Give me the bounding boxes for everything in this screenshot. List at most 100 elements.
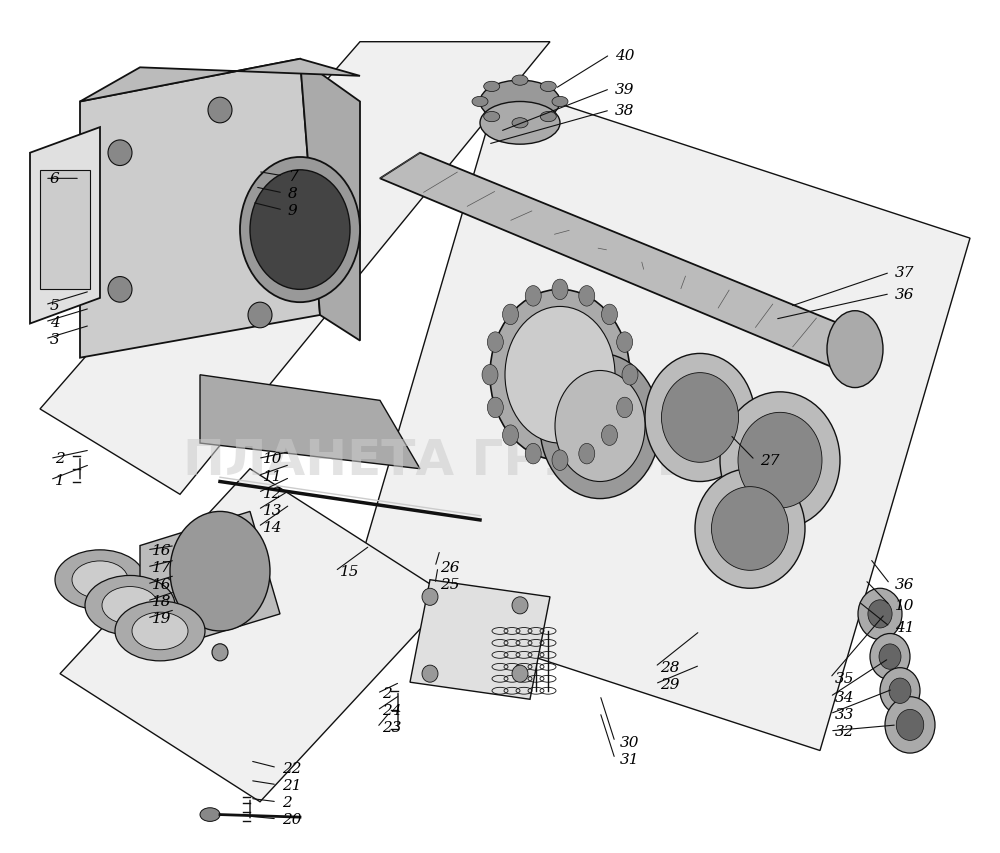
Ellipse shape	[879, 644, 901, 670]
Text: 26: 26	[440, 560, 460, 574]
Text: 13: 13	[263, 503, 283, 517]
Ellipse shape	[622, 365, 638, 386]
Text: 32: 32	[835, 724, 854, 738]
Ellipse shape	[645, 354, 755, 482]
Ellipse shape	[552, 450, 568, 471]
Ellipse shape	[108, 141, 132, 166]
Ellipse shape	[250, 171, 350, 290]
Ellipse shape	[115, 601, 205, 661]
Text: 6: 6	[50, 172, 60, 186]
Ellipse shape	[200, 808, 220, 821]
Text: 29: 29	[660, 677, 680, 691]
Text: 38: 38	[615, 104, 635, 118]
Text: 36: 36	[895, 577, 914, 591]
Ellipse shape	[480, 81, 560, 124]
Text: 15: 15	[340, 565, 360, 578]
Text: 11: 11	[263, 469, 283, 483]
Ellipse shape	[240, 158, 360, 303]
Ellipse shape	[512, 119, 528, 129]
Polygon shape	[200, 375, 420, 469]
Polygon shape	[60, 469, 450, 802]
Ellipse shape	[827, 311, 883, 388]
Text: 2: 2	[382, 687, 392, 700]
Text: 9: 9	[288, 204, 298, 218]
Text: 14: 14	[263, 520, 283, 534]
Polygon shape	[80, 60, 360, 102]
Text: 18: 18	[152, 595, 172, 608]
Text: 4: 4	[50, 316, 60, 329]
Text: 22: 22	[282, 761, 302, 775]
FancyBboxPatch shape	[40, 171, 90, 290]
Ellipse shape	[540, 113, 556, 123]
Text: 25: 25	[440, 577, 460, 591]
Ellipse shape	[170, 512, 270, 631]
Ellipse shape	[55, 550, 145, 610]
Ellipse shape	[85, 576, 175, 635]
Ellipse shape	[487, 333, 503, 353]
Text: 35: 35	[835, 671, 854, 685]
Text: 31: 31	[620, 752, 640, 766]
Ellipse shape	[505, 307, 615, 444]
Ellipse shape	[503, 305, 519, 325]
Text: 17: 17	[152, 560, 172, 574]
Ellipse shape	[487, 397, 503, 418]
Ellipse shape	[132, 612, 188, 650]
Ellipse shape	[896, 710, 924, 740]
Ellipse shape	[484, 82, 500, 92]
Ellipse shape	[617, 333, 633, 353]
Ellipse shape	[880, 668, 920, 714]
Text: 39: 39	[615, 83, 635, 96]
Ellipse shape	[555, 371, 645, 482]
Ellipse shape	[482, 365, 498, 386]
Ellipse shape	[512, 665, 528, 682]
Ellipse shape	[422, 665, 438, 682]
Text: 2: 2	[55, 452, 65, 466]
Ellipse shape	[579, 287, 595, 307]
Text: 8: 8	[288, 187, 298, 200]
Text: 12: 12	[263, 486, 283, 500]
Ellipse shape	[422, 589, 438, 606]
Ellipse shape	[868, 600, 892, 628]
Ellipse shape	[885, 697, 935, 753]
Ellipse shape	[889, 678, 911, 704]
Text: 16: 16	[152, 543, 172, 557]
Text: 1: 1	[55, 473, 65, 487]
Text: 21: 21	[282, 778, 302, 792]
Polygon shape	[300, 60, 360, 341]
Ellipse shape	[480, 102, 560, 145]
Polygon shape	[350, 85, 970, 751]
Text: 33: 33	[835, 707, 854, 721]
Text: 41: 41	[895, 620, 914, 634]
Text: 24: 24	[382, 704, 402, 717]
Ellipse shape	[212, 644, 228, 661]
Text: 7: 7	[288, 170, 298, 183]
Ellipse shape	[503, 426, 519, 446]
Text: 16: 16	[152, 577, 172, 591]
Text: 30: 30	[620, 735, 640, 749]
Ellipse shape	[858, 589, 902, 640]
Ellipse shape	[540, 82, 556, 92]
Ellipse shape	[102, 587, 158, 624]
Ellipse shape	[540, 354, 660, 499]
Text: 34: 34	[835, 690, 854, 704]
Ellipse shape	[248, 303, 272, 328]
Text: 10: 10	[263, 452, 283, 466]
Ellipse shape	[72, 561, 128, 599]
Ellipse shape	[579, 444, 595, 464]
Text: 28: 28	[660, 660, 680, 674]
Ellipse shape	[552, 97, 568, 107]
Text: 19: 19	[152, 612, 172, 625]
Polygon shape	[30, 128, 100, 324]
Polygon shape	[410, 580, 550, 699]
Polygon shape	[140, 512, 280, 657]
Ellipse shape	[512, 597, 528, 614]
Text: 2: 2	[282, 795, 292, 809]
Polygon shape	[380, 154, 860, 367]
Ellipse shape	[512, 76, 528, 86]
Ellipse shape	[552, 280, 568, 300]
Text: 10: 10	[895, 599, 914, 612]
Ellipse shape	[601, 426, 617, 446]
Polygon shape	[80, 60, 320, 358]
Text: 3: 3	[50, 333, 60, 346]
Ellipse shape	[484, 113, 500, 123]
